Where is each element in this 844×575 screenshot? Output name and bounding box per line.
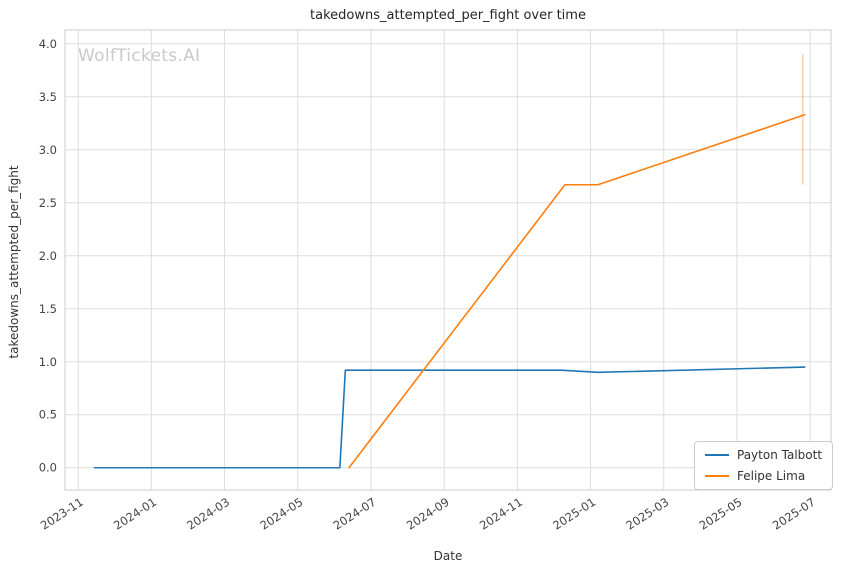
y-tick-label: 2.0	[39, 249, 57, 263]
y-tick-label: 0.0	[39, 461, 57, 475]
y-tick-label: 2.5	[39, 196, 57, 210]
x-tick-label: 2025-03	[623, 495, 671, 533]
x-tick-label: 2024-11	[477, 495, 525, 533]
legend-label-payton-talbott: Payton Talbott	[737, 448, 823, 462]
y-tick-label: 3.0	[39, 143, 57, 157]
y-tick-label: 1.0	[39, 355, 57, 369]
legend-swatch-felipe-lima	[705, 475, 729, 477]
plot-border	[64, 29, 832, 491]
x-axis-label: Date	[433, 549, 463, 563]
y-tick-label: 1.5	[39, 302, 57, 316]
x-tick-label: 2024-09	[404, 495, 452, 533]
y-tick-label: 3.5	[39, 90, 57, 104]
legend-swatch-payton-talbott	[705, 454, 729, 456]
watermark-text: WolfTickets.AI	[78, 46, 201, 66]
legend-item-payton-talbott: Payton Talbott	[705, 448, 822, 462]
y-tick-label: 4.0	[39, 37, 57, 51]
y-axis-label: takedowns_attempted_per_fight	[7, 165, 21, 359]
x-tick-label: 2025-05	[697, 495, 745, 533]
x-tick-label: 2024-01	[111, 495, 159, 533]
x-tick-label: 2025-01	[550, 495, 598, 533]
legend-item-felipe-lima: Felipe Lima	[705, 469, 822, 483]
legend-box: Payton Talbott Felipe Lima	[694, 441, 834, 490]
x-tick-label: 2024-05	[257, 495, 305, 533]
x-tick-label: 2024-03	[184, 495, 232, 533]
chart-title: takedowns_attempted_per_fight over time	[310, 8, 586, 23]
x-tick-label: 2023-11	[38, 495, 86, 533]
series-line-felipe-lima	[348, 113, 806, 469]
x-tick-label: 2024-07	[331, 495, 379, 533]
legend-label-felipe-lima: Felipe Lima	[737, 469, 806, 483]
y-tick-label: 0.5	[39, 408, 57, 422]
series-line-payton-talbott	[93, 366, 806, 469]
x-tick-label: 2025-07	[770, 495, 818, 533]
